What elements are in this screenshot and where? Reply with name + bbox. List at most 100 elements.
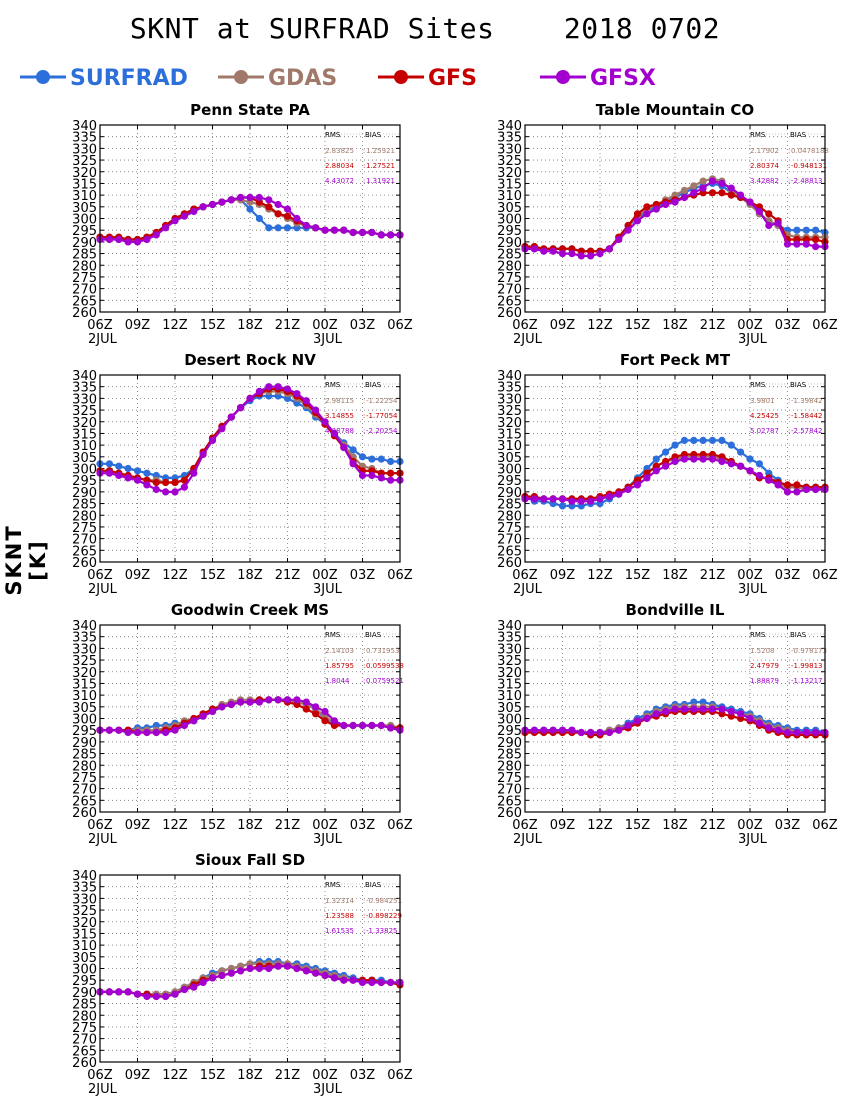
data-point-gfsx — [283, 962, 292, 970]
x-tick-label: 09Z — [125, 1068, 151, 1083]
data-point-surfrad — [246, 205, 254, 213]
data-point-gfs — [718, 189, 726, 197]
x-tick-label: 06Z — [387, 818, 413, 833]
data-point-gfsx — [558, 250, 567, 258]
data-point-gfs — [727, 191, 735, 199]
y-tick-label: 320 — [72, 166, 97, 181]
data-point-gfsx — [377, 474, 385, 482]
y-tick-label: 305 — [497, 201, 522, 216]
x-tick-label: 15Z — [200, 318, 226, 333]
stats-header-rms: RMS — [325, 881, 341, 889]
x-date-label: 3JUL — [313, 582, 343, 597]
stats-bias: -1.58442 — [791, 412, 822, 420]
stats-sep: : — [788, 647, 790, 655]
x-tick-label: 21Z — [275, 818, 301, 833]
stats-bias: -1.39842 — [791, 397, 822, 405]
data-point-gfsx — [652, 205, 660, 213]
data-point-gfsx — [699, 705, 707, 713]
data-point-gfsx — [133, 476, 142, 484]
data-point-gfsx — [105, 726, 113, 734]
x-tick-label: 09Z — [125, 818, 151, 833]
data-point-gfsx — [387, 724, 395, 732]
data-point-gfsx — [624, 485, 632, 494]
data-point-gfsx — [530, 726, 539, 734]
legend-item-gdas: GDAS — [216, 62, 337, 96]
data-point-gfsx — [549, 726, 557, 734]
data-point-gfsx — [605, 245, 614, 253]
stats-sep: : — [363, 912, 365, 920]
chart-title: Goodwin Creek MS — [171, 601, 329, 619]
y-tick-label: 335 — [72, 631, 97, 646]
y-tick-label: 285 — [497, 498, 522, 513]
data-point-gfsx — [180, 212, 188, 220]
data-point-gfsx — [349, 460, 357, 468]
y-tick-label: 265 — [497, 794, 522, 809]
data-point-gfs — [793, 481, 801, 489]
stats-sep: : — [363, 147, 365, 155]
stats-bias: 0.0599538 — [366, 662, 404, 670]
x-date-label: 2JUL — [513, 832, 543, 847]
y-tick-label: 290 — [72, 986, 97, 1001]
stats-bias: -1.77054 — [366, 412, 398, 420]
chart-title: Sioux Fall SD — [195, 851, 305, 869]
x-tick-label: 06Z — [87, 818, 113, 833]
data-point-gfsx — [558, 726, 567, 734]
x-tick-label: 12Z — [587, 318, 613, 333]
stats-header-bias: BIAS — [365, 631, 382, 639]
data-point-gfsx — [549, 247, 557, 255]
data-point-gfsx — [237, 404, 245, 412]
data-point-surfrad — [115, 462, 123, 470]
y-tick-label: 325 — [497, 154, 522, 169]
y-tick-label: 270 — [497, 283, 522, 298]
stats-header-rms: RMS — [750, 381, 766, 389]
y-tick-label: 265 — [72, 544, 97, 559]
x-tick-label: 21Z — [700, 318, 726, 333]
y-tick-label: 335 — [497, 381, 522, 396]
stats-sep: : — [788, 177, 790, 185]
data-point-gfsx — [293, 964, 301, 973]
x-tick-label: 15Z — [200, 818, 226, 833]
data-point-gfsx — [615, 726, 623, 734]
stats-header-bias: BIAS — [365, 131, 382, 139]
data-point-gfsx — [774, 481, 782, 489]
y-tick-label: 260 — [72, 806, 97, 821]
data-point-gfsx — [587, 728, 595, 737]
y-tick-label: 330 — [497, 392, 522, 407]
legend-marker — [234, 70, 248, 84]
data-point-gfsx — [330, 226, 338, 234]
stats-header-bias: BIAS — [790, 131, 807, 139]
data-point-gfsx — [377, 231, 385, 239]
data-point-gfsx — [115, 235, 123, 244]
legend-marker — [394, 70, 408, 84]
stats-bias: -1.22254 — [366, 397, 398, 405]
x-tick-label: 03Z — [775, 568, 801, 583]
legend-item-gfs: GFS — [376, 62, 477, 96]
data-point-gfsx — [727, 184, 735, 192]
data-point-gfsx — [246, 193, 254, 202]
data-point-gfsx — [218, 425, 226, 433]
data-point-gfsx — [152, 728, 160, 737]
data-point-gfsx — [699, 455, 707, 463]
x-tick-label: 00Z — [312, 568, 338, 583]
data-point-gfsx — [708, 177, 717, 185]
y-tick-label: 325 — [497, 654, 522, 669]
data-point-gfsx — [727, 707, 735, 716]
data-point-gfsx — [133, 238, 142, 246]
data-point-gfsx — [162, 728, 170, 737]
y-tick-label: 305 — [72, 451, 97, 466]
legend-marker — [36, 70, 50, 84]
data-point-gfsx — [774, 219, 782, 227]
chart-panel: Desert Rock NV26026527027528028529029530… — [72, 351, 413, 597]
data-point-surfrad — [708, 436, 717, 444]
data-point-gfsx — [708, 705, 717, 713]
y-tick-label: 300 — [497, 713, 522, 728]
data-point-gfsx — [549, 495, 557, 503]
x-date-label: 2JUL — [513, 332, 543, 347]
y-tick-label: 290 — [497, 486, 522, 501]
stats-bias: 1.31921 — [366, 177, 395, 185]
data-point-gfsx — [755, 719, 764, 727]
y-tick-label: 290 — [497, 236, 522, 251]
data-point-gfsx — [387, 476, 395, 484]
data-point-gfsx — [368, 721, 376, 730]
